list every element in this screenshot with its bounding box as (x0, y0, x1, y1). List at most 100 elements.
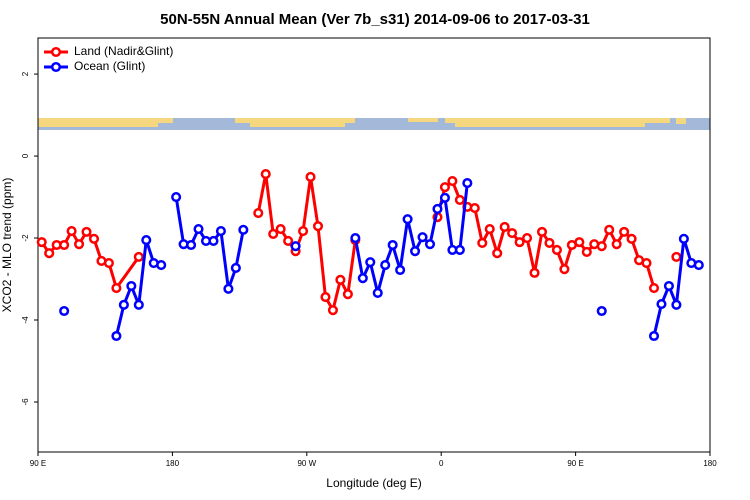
plot-frame (37, 37, 711, 453)
y-tick-label: 0 (21, 153, 30, 158)
data-point (439, 182, 450, 193)
legend-label: Ocean (Glint) (74, 59, 145, 73)
data-point (611, 239, 622, 250)
data-point (193, 223, 204, 235)
data-point (59, 305, 70, 317)
data-point (536, 226, 548, 237)
data-point (484, 223, 495, 235)
data-point (619, 226, 630, 237)
data-point (305, 171, 316, 183)
data-point (454, 244, 465, 255)
data-point (275, 223, 286, 235)
y-tick-label: -4 (21, 316, 30, 324)
data-point (380, 260, 391, 271)
data-point (350, 232, 361, 244)
data-point (492, 248, 503, 259)
data-point (283, 235, 294, 246)
data-point (111, 282, 122, 294)
data-point (469, 203, 480, 214)
x-tick-label: 0 (439, 459, 444, 468)
data-point (395, 264, 406, 276)
data-point (604, 224, 615, 235)
data-point (290, 241, 301, 252)
data-point (238, 224, 249, 235)
data-point (462, 178, 473, 189)
chart-title: 50N-55N Annual Mean (Ver 7b_s31) 2014-09… (160, 11, 590, 28)
data-point (320, 292, 331, 303)
data-point (522, 232, 533, 244)
data-point (387, 239, 398, 251)
y-tick-label: 2 (21, 71, 30, 76)
data-point (551, 244, 562, 255)
data-point (103, 257, 114, 269)
data-point (432, 203, 443, 214)
data-point (596, 305, 607, 317)
data-point (74, 239, 85, 250)
data-point (111, 330, 122, 342)
data-point (544, 237, 555, 249)
legend-marker (50, 61, 62, 73)
data-point (88, 233, 100, 244)
data-point (648, 330, 660, 342)
data-point (342, 289, 353, 300)
data-point (439, 192, 450, 203)
data-point (447, 176, 458, 187)
x-tick-label: 90 E (567, 459, 583, 468)
data-point (693, 260, 704, 271)
data-point (208, 235, 219, 246)
data-point (59, 239, 70, 251)
data-point (671, 251, 682, 262)
data-point (171, 191, 182, 203)
data-point (133, 251, 144, 262)
data-point (671, 299, 682, 310)
data-point (335, 274, 346, 285)
data-point (514, 237, 525, 248)
data-point (641, 257, 652, 269)
data-point (133, 299, 144, 310)
data-point (260, 169, 271, 180)
data-point (402, 214, 413, 225)
data-point (648, 282, 660, 294)
data-point (372, 287, 383, 299)
x-tick-label: 90 W (297, 459, 316, 468)
x-axis-label: Longitude (deg E) (326, 476, 421, 490)
data-point (312, 221, 324, 232)
data-point (596, 241, 607, 252)
y-tick-label: -2 (21, 234, 30, 242)
series-line (114, 182, 700, 337)
legend-marker (50, 46, 62, 58)
data-point (126, 280, 137, 292)
data-point (141, 235, 152, 246)
data-point (581, 246, 592, 258)
x-tick-label: 90 E (30, 459, 46, 468)
data-point (156, 260, 167, 271)
data-point (477, 237, 488, 249)
data-point (327, 305, 338, 316)
data-point (365, 257, 376, 268)
data-point (36, 237, 47, 248)
data-point (66, 226, 77, 237)
data-point (678, 233, 689, 244)
x-tick-label: 180 (703, 459, 717, 468)
legend-label: Land (Nadir&Glint) (74, 44, 173, 58)
data-point (507, 228, 518, 239)
x-tick-label: 180 (166, 459, 180, 468)
y-axis-label: XCO2 - MLO trend (ppm) (0, 178, 14, 313)
data-point (215, 226, 226, 237)
data-point (529, 267, 540, 278)
data-point (81, 226, 92, 237)
data-point (424, 239, 436, 250)
data-point (118, 299, 129, 310)
data-point (454, 194, 465, 205)
data-point (626, 233, 637, 244)
data-point (253, 207, 264, 219)
y-tick-label: -6 (21, 398, 30, 406)
data-point (574, 237, 585, 248)
data-point (357, 273, 368, 284)
data-point (417, 232, 428, 243)
data-point (499, 221, 510, 233)
data-point (186, 239, 197, 251)
data-point (559, 264, 570, 275)
data-point (410, 246, 421, 257)
